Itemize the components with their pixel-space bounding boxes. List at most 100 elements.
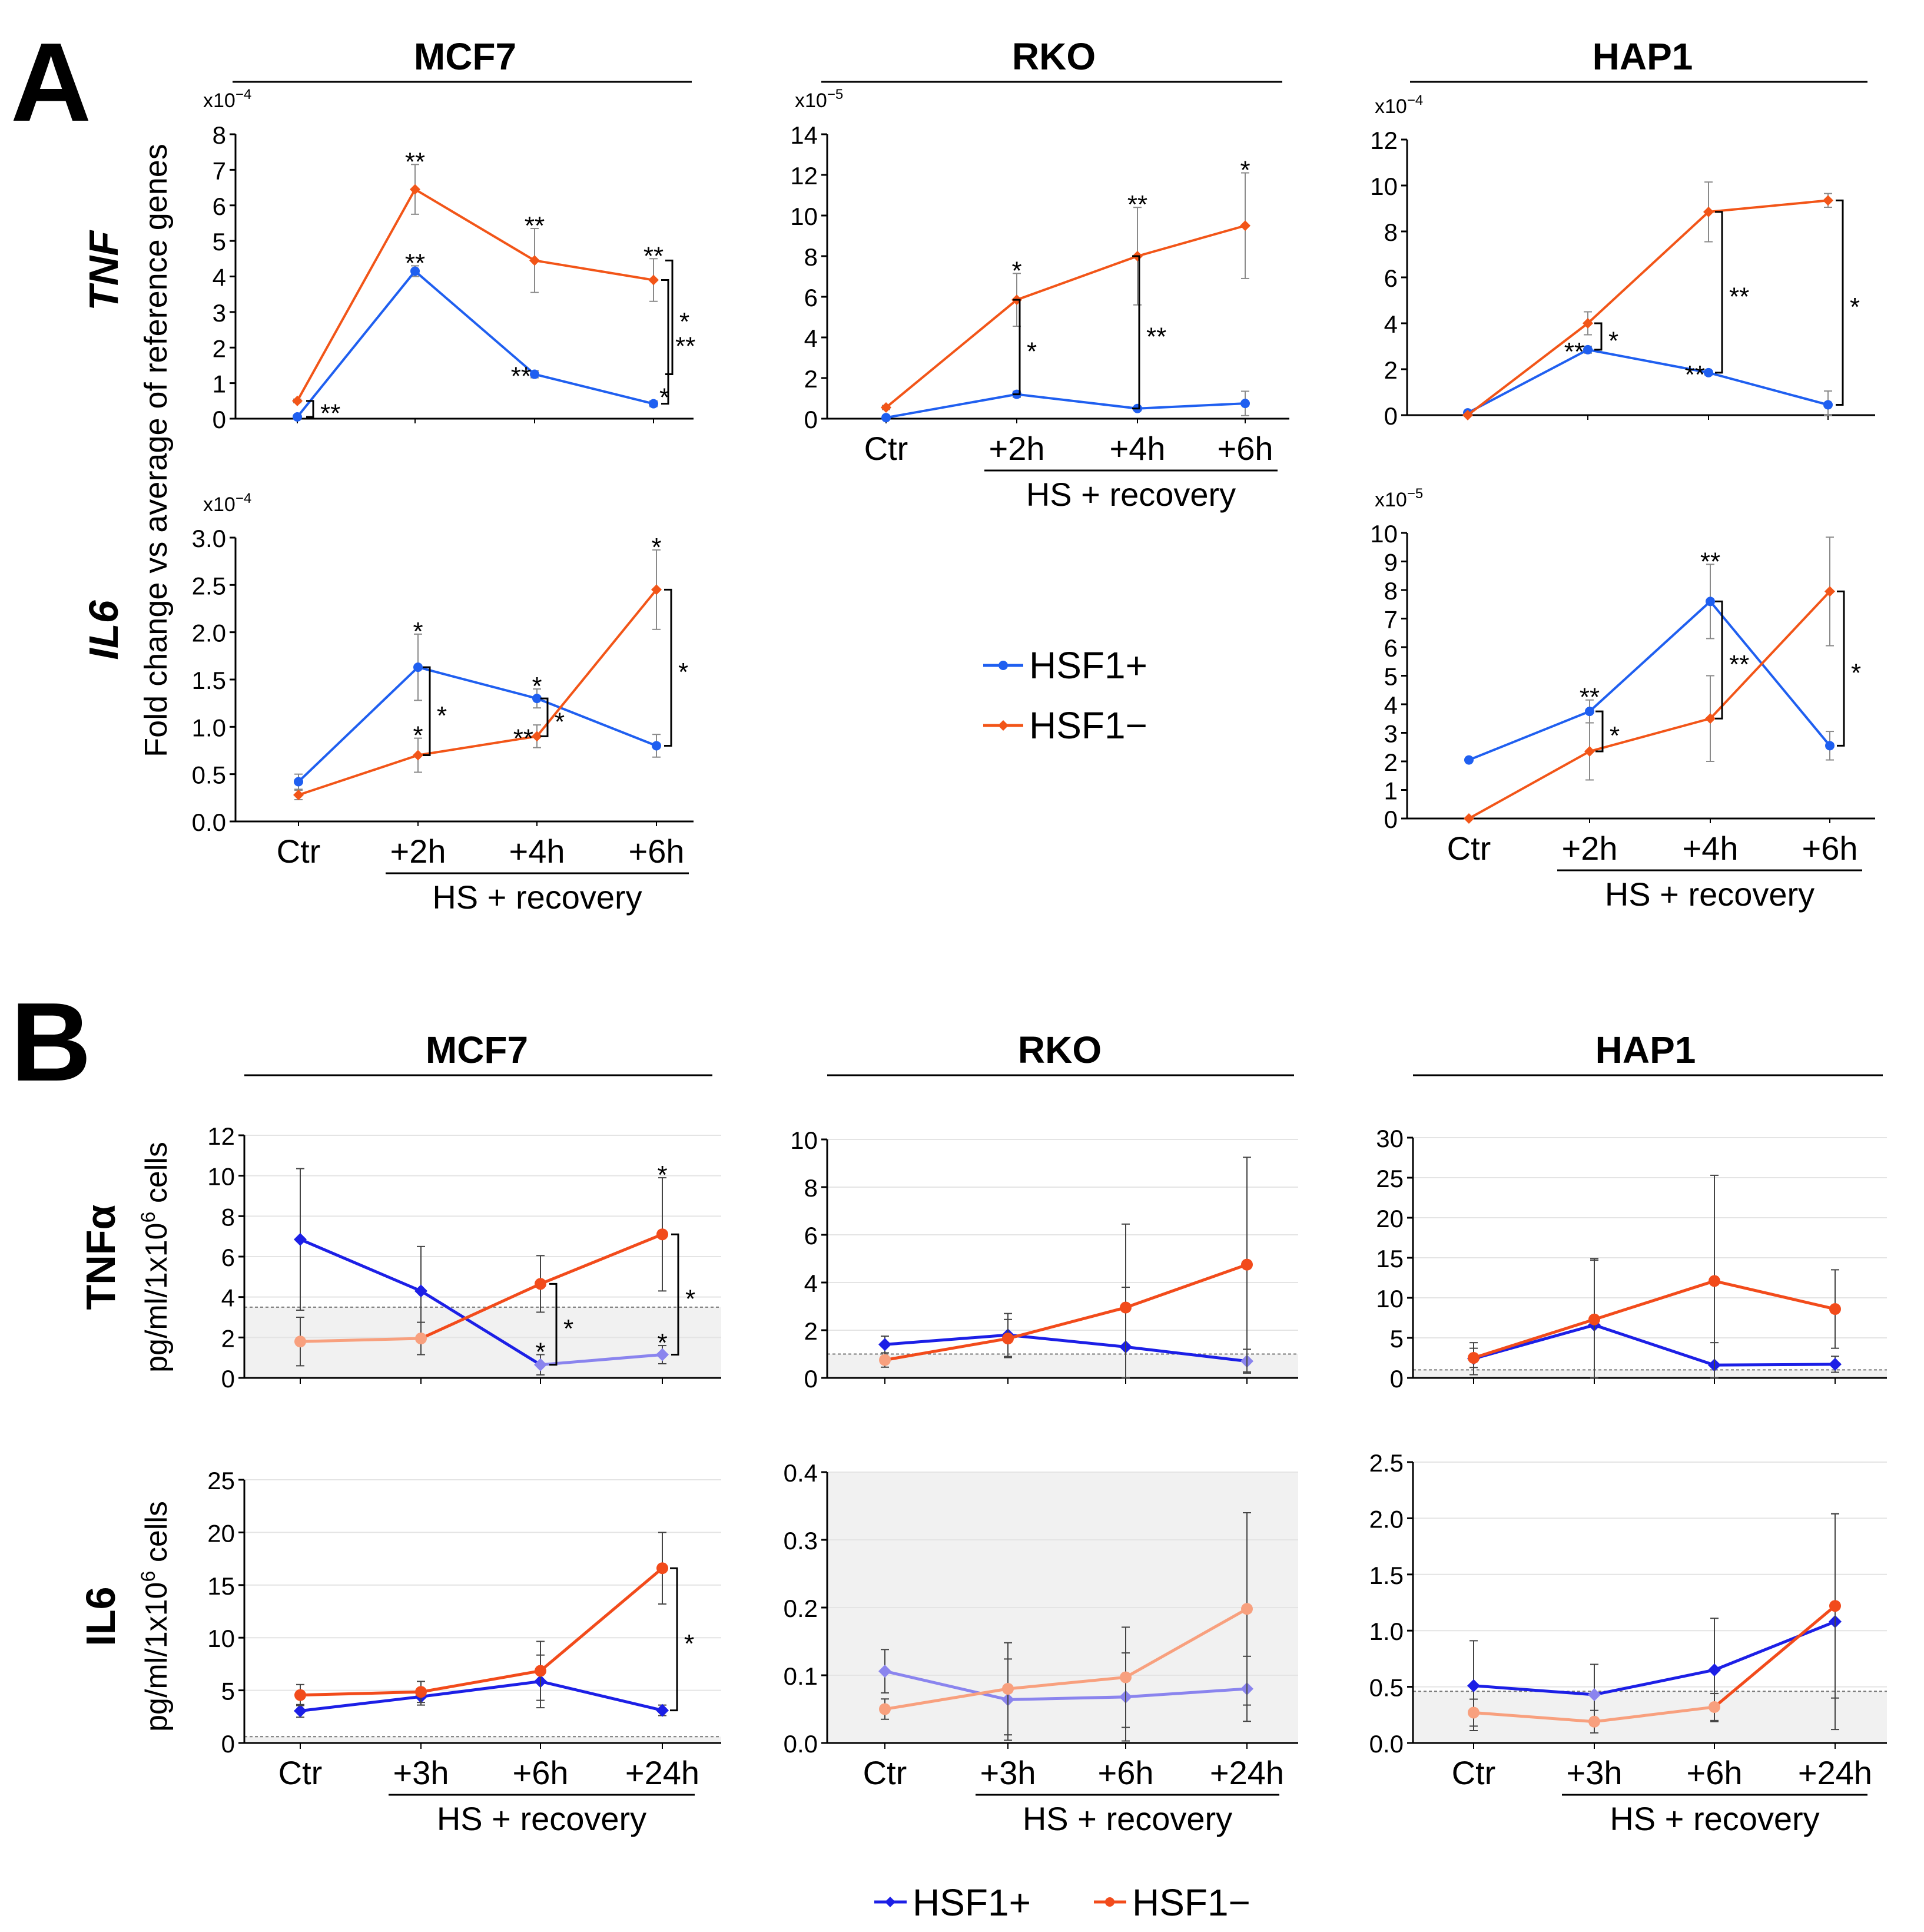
y-tick-label: 1.0	[1369, 1618, 1404, 1645]
point-hsf1-minus	[532, 731, 542, 742]
series-line-hsf1-minus	[417, 735, 538, 757]
x-tick-label: +6h	[629, 833, 685, 870]
point-hsf1-plus	[294, 777, 303, 787]
point-hsf1-plus	[294, 1704, 307, 1718]
point-hsf1-minus	[1464, 813, 1474, 824]
y-tick-label: 12	[207, 1122, 235, 1150]
series-line-hsf1-plus	[1709, 601, 1831, 747]
y-tick-label: 0	[1390, 1365, 1404, 1393]
series-line-hsf1-plus	[1125, 1687, 1248, 1699]
series-line-hsf1-minus	[1137, 224, 1246, 257]
chart-b-mcf7-il6: 0 5 10 15 20 25 Ctr +3h +6h +24h HS + recovery *	[207, 1467, 721, 1837]
y-tick-label: 2	[221, 1324, 235, 1352]
series-line-hsf1-plus	[417, 666, 538, 700]
significance-bracket	[549, 1283, 558, 1366]
series-line-hsf1-minus	[1713, 1605, 1836, 1708]
series-line-hsf1-plus	[1473, 1323, 1595, 1360]
point-hsf1-plus	[881, 413, 891, 423]
y-tick-label: 2	[1384, 748, 1398, 776]
y-tick-label: 8	[1384, 218, 1398, 246]
cell-title-a-hap1: HAP1	[1593, 35, 1693, 78]
series-line-hsf1-minus	[414, 188, 536, 262]
significance-bracket	[423, 666, 431, 757]
cell-title-b-rko: RKO	[1018, 1029, 1102, 1071]
series-line-hsf1-plus	[1594, 1323, 1715, 1367]
y-tick-label: 0.0	[784, 1730, 818, 1758]
row-label-a-tnf: TNF	[81, 230, 127, 311]
significance-bracket	[661, 279, 669, 405]
significance-star: *	[532, 672, 542, 701]
significance-bracket	[1013, 299, 1021, 396]
x-tick-label: +6h	[1802, 830, 1858, 867]
y-tick-label: 5	[213, 228, 226, 256]
significance-bracket	[540, 697, 549, 737]
significance-bracket	[664, 588, 672, 747]
series-line-hsf1-plus	[885, 393, 1017, 419]
point-hsf1-plus	[1823, 400, 1833, 410]
y-tick-label: 25	[207, 1467, 235, 1494]
row-label-a-il6: IL6	[81, 599, 127, 660]
point-hsf1-minus	[1241, 1603, 1253, 1615]
x-tick-label: Ctr	[278, 1754, 323, 1791]
significance-bracket	[1594, 322, 1603, 351]
y-tick-label: 10	[207, 1163, 235, 1191]
point-hsf1-plus	[1467, 1679, 1480, 1692]
significance-star: *	[659, 383, 669, 412]
significance-bracket	[670, 1567, 678, 1712]
point-hsf1-plus	[1585, 707, 1594, 717]
y-tick-label: 0.4	[784, 1459, 818, 1487]
y-tick-label: 1.5	[1369, 1562, 1404, 1589]
panel-label-a: A	[11, 20, 91, 145]
series-line-hsf1-minus	[296, 188, 416, 402]
y-tick-label: 2	[804, 1317, 818, 1345]
y-tick-label: 10	[207, 1625, 235, 1652]
y-tick-label: 0.5	[1369, 1674, 1404, 1702]
series-line-hsf1-minus	[885, 299, 1018, 409]
legend-b-plus-marker	[885, 1897, 895, 1907]
series-line-hsf1-minus	[300, 1690, 422, 1697]
y-tick-label: 0	[221, 1365, 235, 1393]
point-hsf1-minus	[294, 1336, 306, 1348]
point-hsf1-minus	[1829, 1600, 1841, 1612]
point-hsf1-minus	[1241, 1258, 1253, 1271]
series-line-hsf1-minus	[1473, 1711, 1595, 1724]
y-tick-label: 2.0	[192, 619, 226, 647]
point-hsf1-plus	[294, 1232, 307, 1246]
point-hsf1-plus	[1708, 1663, 1721, 1676]
point-hsf1-plus	[1240, 399, 1250, 409]
series-line-hsf1-minus	[420, 1283, 542, 1340]
series-line-hsf1-plus	[884, 1333, 1009, 1346]
significance-star: **	[1685, 360, 1705, 389]
significance-bracket-label: *	[684, 1629, 694, 1658]
significance-star: **	[643, 241, 664, 270]
y-tick-label: 20	[1376, 1205, 1404, 1232]
significance-star: *	[535, 1338, 545, 1367]
chart-b-mcf7-tnfa: 0 2 4 6 8 10 12 * * * * *	[207, 1122, 721, 1393]
charts: 012345678x10−4****************0246810121…	[192, 87, 1887, 1837]
point-hsf1-plus	[652, 741, 661, 751]
series-line-hsf1-minus	[1473, 1318, 1595, 1360]
series-line-hsf1-minus	[1467, 322, 1589, 416]
significance-bracket-label: **	[1146, 322, 1166, 351]
series-line-hsf1-minus	[1594, 1705, 1715, 1724]
y-tick-label: 1.0	[192, 714, 226, 741]
legend-a-plus-label: HSF1+	[1029, 644, 1147, 687]
y-tick-label: 10	[790, 203, 818, 230]
y-tick-label: 10	[1376, 1285, 1404, 1313]
cell-title-b-hap1: HAP1	[1595, 1029, 1696, 1071]
y-tick-label: 6	[221, 1244, 235, 1271]
series-line-hsf1-plus	[540, 1679, 663, 1712]
y-tick-label: 0.5	[192, 761, 226, 789]
y-tick-label: 25	[1376, 1165, 1404, 1192]
cell-title-a-rko: RKO	[1012, 35, 1096, 78]
y-tick-label: 2	[1384, 356, 1398, 384]
x-tick-label: +2h	[1562, 830, 1618, 867]
y-tick-label: 2	[804, 365, 818, 393]
point-hsf1-plus	[1704, 367, 1713, 377]
y-tick-label: 4	[1384, 691, 1398, 719]
y-tick-label: 10	[1370, 520, 1398, 548]
y-tick-label: 0	[1384, 806, 1398, 833]
series-line-hsf1-plus	[1714, 1620, 1836, 1672]
y-tick-label: 6	[1384, 264, 1398, 292]
